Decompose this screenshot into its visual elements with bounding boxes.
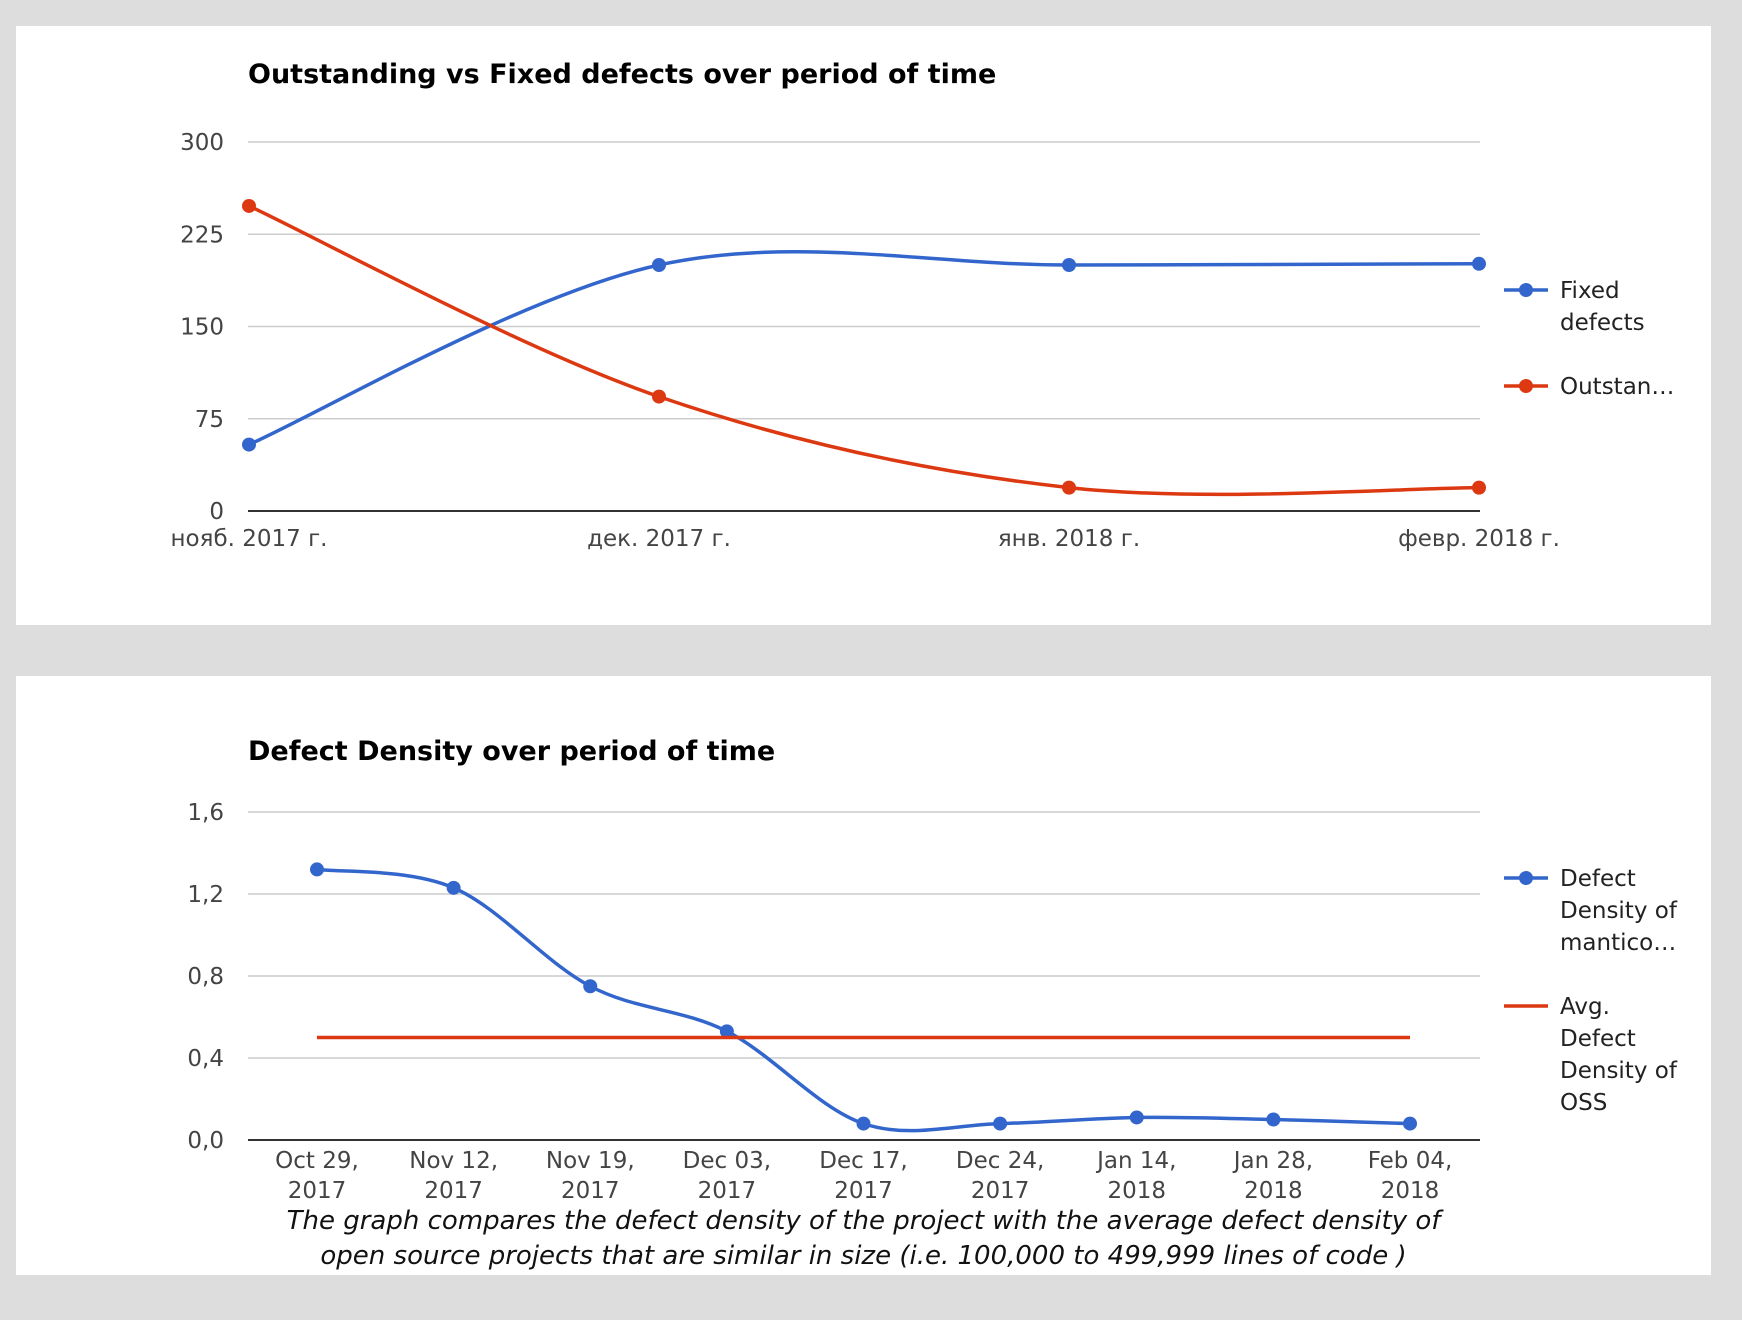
legend-marker bbox=[1519, 871, 1533, 885]
x-tick-label: 2017 bbox=[424, 1178, 483, 1204]
data-point bbox=[1266, 1112, 1281, 1127]
data-point bbox=[1472, 480, 1486, 495]
y-tick-label: 300 bbox=[180, 130, 224, 156]
series-line bbox=[316, 867, 1411, 1133]
y-tick-label: 75 bbox=[195, 407, 224, 433]
caption-line: The graph compares the defect density of… bbox=[286, 1206, 1441, 1236]
defect-density-chart: Defect Density over period of time 1,6 1,… bbox=[187, 736, 1678, 1204]
legend-label: Defect bbox=[1560, 866, 1636, 892]
x-tick-label: 2018 bbox=[1381, 1178, 1440, 1204]
chart-title: Defect Density over period of time bbox=[248, 736, 775, 767]
legend-label: Density of bbox=[1560, 898, 1678, 924]
legend-marker bbox=[1519, 283, 1533, 297]
chart-caption: The graph compares the defect density of… bbox=[16, 1204, 1711, 1274]
x-tick-label: дек. 2017 г. bbox=[587, 526, 731, 552]
x-tick-label: 2018 bbox=[1107, 1178, 1166, 1204]
x-tick-label: 2017 bbox=[834, 1178, 893, 1204]
legend-label: mantico… bbox=[1560, 930, 1676, 956]
data-point bbox=[993, 1116, 1008, 1131]
data-point bbox=[1472, 256, 1486, 271]
data-point bbox=[1129, 1110, 1144, 1125]
legend-label: OSS bbox=[1560, 1090, 1607, 1116]
x-tick-label: Dec 24, bbox=[956, 1148, 1044, 1174]
data-point bbox=[310, 862, 324, 877]
x-tick-label: 2017 bbox=[561, 1178, 620, 1204]
chart-title: Outstanding vs Fixed defects over period… bbox=[248, 59, 996, 90]
series-line bbox=[248, 204, 1480, 497]
y-tick-label: 1,2 bbox=[187, 882, 224, 908]
data-point bbox=[719, 1024, 734, 1039]
x-tick-label: Nov 12, bbox=[409, 1148, 498, 1174]
y-tick-label: 0,4 bbox=[187, 1046, 224, 1072]
y-tick-label: 0,8 bbox=[187, 964, 224, 990]
legend-label: Avg. bbox=[1560, 994, 1610, 1020]
legend-label: Defect bbox=[1560, 1026, 1636, 1052]
series-line bbox=[248, 249, 1480, 447]
defects-chart-panel: Outstanding vs Fixed defects over period… bbox=[16, 26, 1711, 625]
data-point bbox=[583, 979, 598, 994]
density-chart-panel: Defect Density over period of time 1,6 1,… bbox=[16, 676, 1711, 1275]
x-tick-label: Dec 17, bbox=[819, 1148, 907, 1174]
y-tick-label: 225 bbox=[180, 222, 224, 248]
y-tick-label: 0 bbox=[209, 499, 224, 525]
legend-label: Fixed bbox=[1560, 278, 1620, 304]
legend-marker bbox=[1519, 379, 1533, 393]
x-tick-label: янв. 2018 г. bbox=[998, 526, 1140, 552]
outstanding-vs-fixed-chart: Outstanding vs Fixed defects over period… bbox=[171, 59, 1675, 552]
x-tick-label: 2018 bbox=[1244, 1178, 1303, 1204]
x-tick-label: 2017 bbox=[971, 1178, 1030, 1204]
x-tick-label: 2017 bbox=[698, 1178, 757, 1204]
legend-label: Outstan… bbox=[1560, 374, 1674, 400]
data-point bbox=[856, 1116, 871, 1131]
data-point bbox=[652, 389, 666, 404]
legend-label: defects bbox=[1560, 310, 1645, 336]
caption-line: open source projects that are similar in… bbox=[320, 1241, 1407, 1271]
x-tick-label: нояб. 2017 г. bbox=[171, 526, 328, 552]
data-point bbox=[242, 198, 256, 213]
x-tick-label: февр. 2018 г. bbox=[1398, 526, 1560, 552]
x-tick-label: Jan 28, bbox=[1232, 1148, 1313, 1174]
data-point bbox=[1062, 258, 1076, 272]
x-tick-label: Jan 14, bbox=[1095, 1148, 1176, 1174]
legend-label: Density of bbox=[1560, 1058, 1678, 1084]
data-point bbox=[446, 880, 461, 895]
x-tick-label: Feb 04, bbox=[1368, 1148, 1453, 1174]
data-point bbox=[652, 258, 666, 272]
y-tick-label: 0,0 bbox=[187, 1128, 224, 1154]
x-tick-label: Nov 19, bbox=[546, 1148, 635, 1174]
y-tick-label: 150 bbox=[180, 315, 224, 341]
data-point bbox=[1062, 480, 1076, 495]
data-point bbox=[1403, 1116, 1417, 1131]
x-tick-label: Oct 29, bbox=[275, 1148, 359, 1174]
y-tick-label: 1,6 bbox=[187, 800, 224, 826]
data-point bbox=[242, 437, 256, 452]
x-tick-label: Dec 03, bbox=[683, 1148, 771, 1174]
x-tick-label: 2017 bbox=[288, 1178, 347, 1204]
